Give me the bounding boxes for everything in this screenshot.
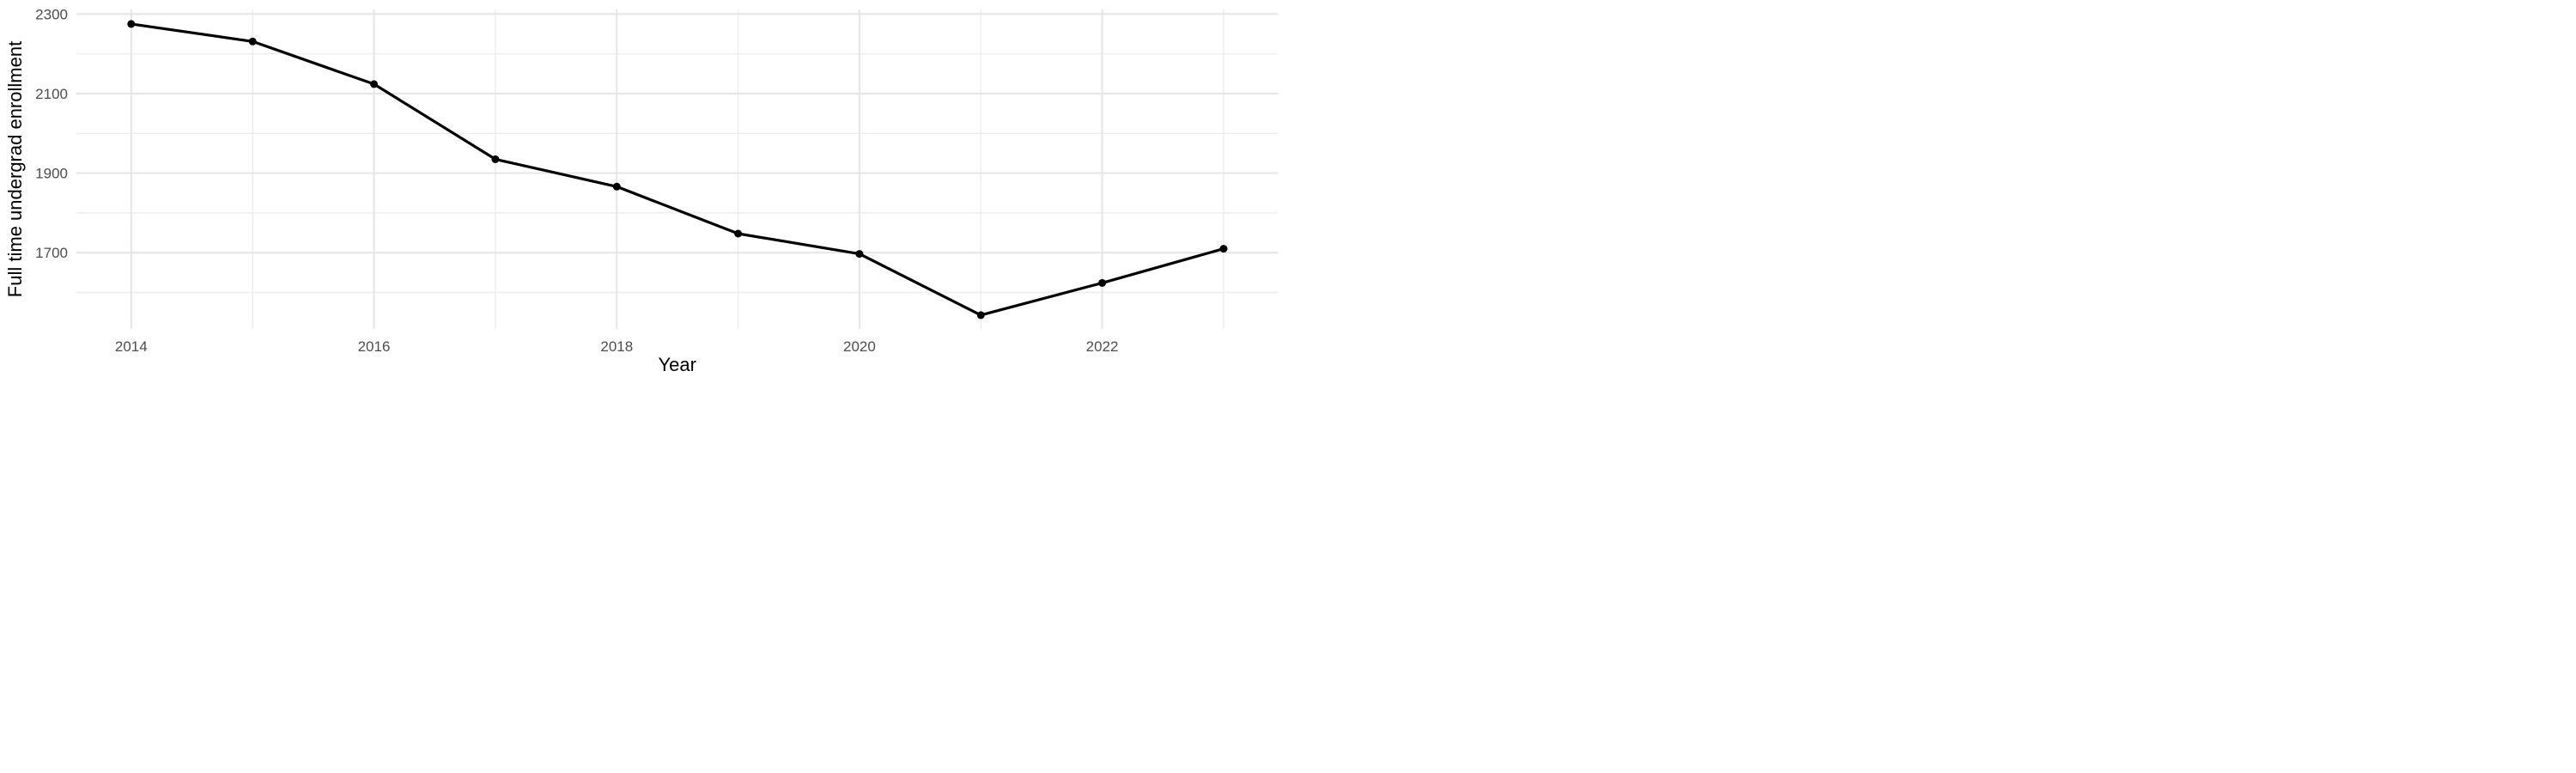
data-point-2020 — [855, 250, 864, 259]
gridlines-minor — [76, 9, 1279, 329]
data-point-2017 — [491, 155, 500, 163]
x-tick-label-2016: 2016 — [358, 338, 391, 355]
line-chart-canvas: 2300 2100 1900 1700 2014 2016 2018 2020 2022 Yea… — [4, 6, 1279, 375]
x-tick-label-2018: 2018 — [600, 338, 633, 355]
x-tick-label-2022: 2022 — [1086, 338, 1119, 355]
data-point-2016 — [370, 80, 378, 88]
enrollment-line-chart-figure: 2300 2100 1900 1700 2014 2016 2018 2020 2022 Yea… — [0, 0, 1288, 386]
data-point-2021 — [976, 311, 985, 320]
y-axis-title: Full time undergrad enrollment — [4, 41, 26, 297]
enrollment-series-line — [131, 22, 1224, 317]
x-axis-title: Year — [659, 354, 696, 375]
tick-labels-layer: 2300 2100 1900 1700 2014 2016 2018 2020 2022 — [35, 6, 1118, 355]
data-point-2023 — [1219, 245, 1228, 253]
gridlines-major — [76, 9, 1279, 329]
data-point-2014 — [127, 20, 136, 28]
x-tick-label-2020: 2020 — [843, 338, 876, 355]
x-tick-label-2014: 2014 — [115, 338, 148, 355]
data-point-2022 — [1098, 278, 1107, 287]
y-tick-label-1900: 1900 — [35, 166, 68, 182]
data-point-2019 — [734, 229, 743, 238]
y-tick-label-2300: 2300 — [35, 6, 68, 22]
data-points-layer — [127, 20, 1228, 320]
data-point-2018 — [612, 182, 621, 191]
series-line-layer — [131, 22, 1224, 317]
y-tick-label-1700: 1700 — [35, 245, 68, 261]
data-point-2015 — [248, 37, 257, 46]
y-tick-label-2100: 2100 — [35, 86, 68, 102]
